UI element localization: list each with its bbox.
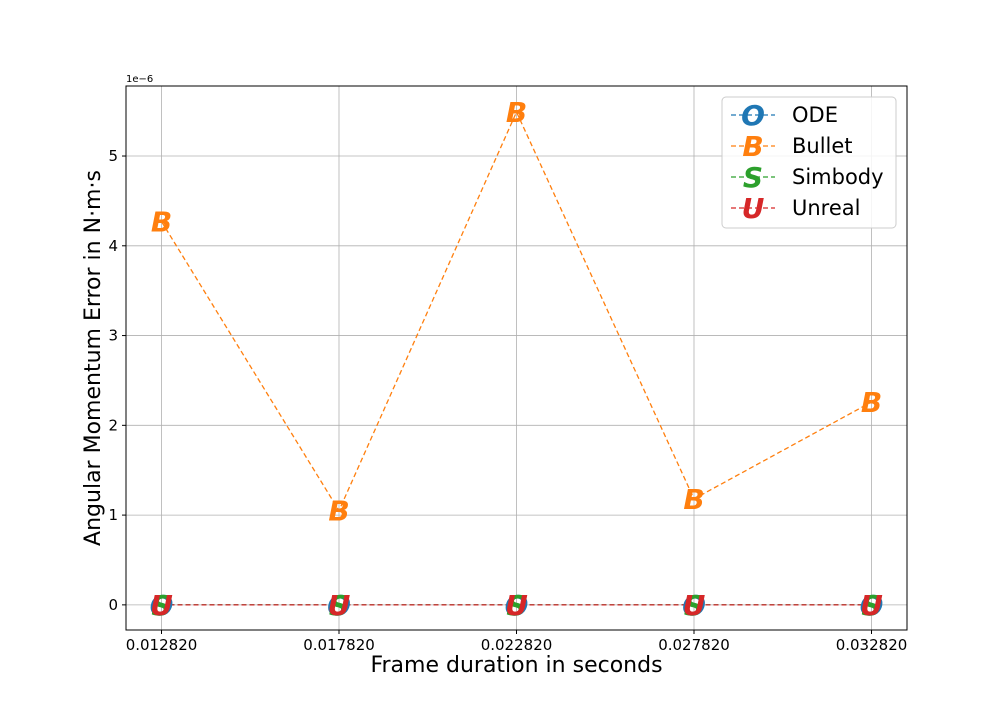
data-point-simbody: S <box>329 589 349 622</box>
data-point-unreal: U <box>150 589 173 622</box>
x-tick-label: 0.032820 <box>836 636 908 654</box>
y-tick-label: 2 <box>108 416 118 434</box>
data-point-bullet: B <box>328 495 349 528</box>
data-point-ode: O <box>150 589 174 622</box>
x-tick-label: 0.022820 <box>481 636 553 654</box>
legend-marker: O <box>741 99 765 132</box>
data-point-unreal: U <box>860 589 883 622</box>
y-tick-label: 4 <box>108 237 118 255</box>
series-line-bullet <box>160 110 872 512</box>
x-axis-title: Frame duration in seconds <box>370 653 662 678</box>
data-point-simbody: S <box>684 589 704 622</box>
data-point-ode: O <box>505 589 529 622</box>
data-point-unreal: U <box>683 589 706 622</box>
x-tick-label: 0.027820 <box>658 636 730 654</box>
data-point-unreal: U <box>505 589 528 622</box>
legend-label: Unreal <box>792 196 860 220</box>
legend: O ODE B Bullet S Simbody U Unreal <box>721 96 897 229</box>
data-point-ode: O <box>860 589 884 622</box>
y-tick-label: 0 <box>108 596 118 614</box>
data-point-ode: O <box>327 589 351 622</box>
legend-label: ODE <box>792 103 838 127</box>
data-point-simbody: S <box>151 589 171 622</box>
x-tick-label: 0.012820 <box>126 636 198 654</box>
legend-label: Simbody <box>792 165 884 189</box>
legend-marker: U <box>742 192 765 225</box>
data-point-unreal: U <box>328 589 351 622</box>
y-tick-label: 5 <box>108 147 118 165</box>
data-point-bullet: B <box>151 206 172 239</box>
data-point-bullet: B <box>506 96 527 129</box>
legend-marker: S <box>743 161 763 194</box>
data-point-bullet: B <box>683 483 704 516</box>
y-tick-label: 1 <box>108 506 118 524</box>
y-axis-title: Angular Momentum Error in N·m·s <box>81 170 106 546</box>
ticks: 0.012820 0.017820 0.022820 0.027820 0.032820… <box>108 147 907 654</box>
data-point-ode: O <box>682 589 706 622</box>
x-tick-label: 0.017820 <box>303 636 375 654</box>
legend-box <box>721 96 897 229</box>
y-exponent-label: 1e−6 <box>126 74 153 85</box>
legend-label: Bullet <box>792 134 853 158</box>
data-point-bullet: B <box>861 386 882 419</box>
y-tick-label: 3 <box>108 327 118 345</box>
data-point-simbody: S <box>506 589 526 622</box>
data-point-simbody: S <box>861 589 881 622</box>
legend-marker: B <box>742 130 763 163</box>
